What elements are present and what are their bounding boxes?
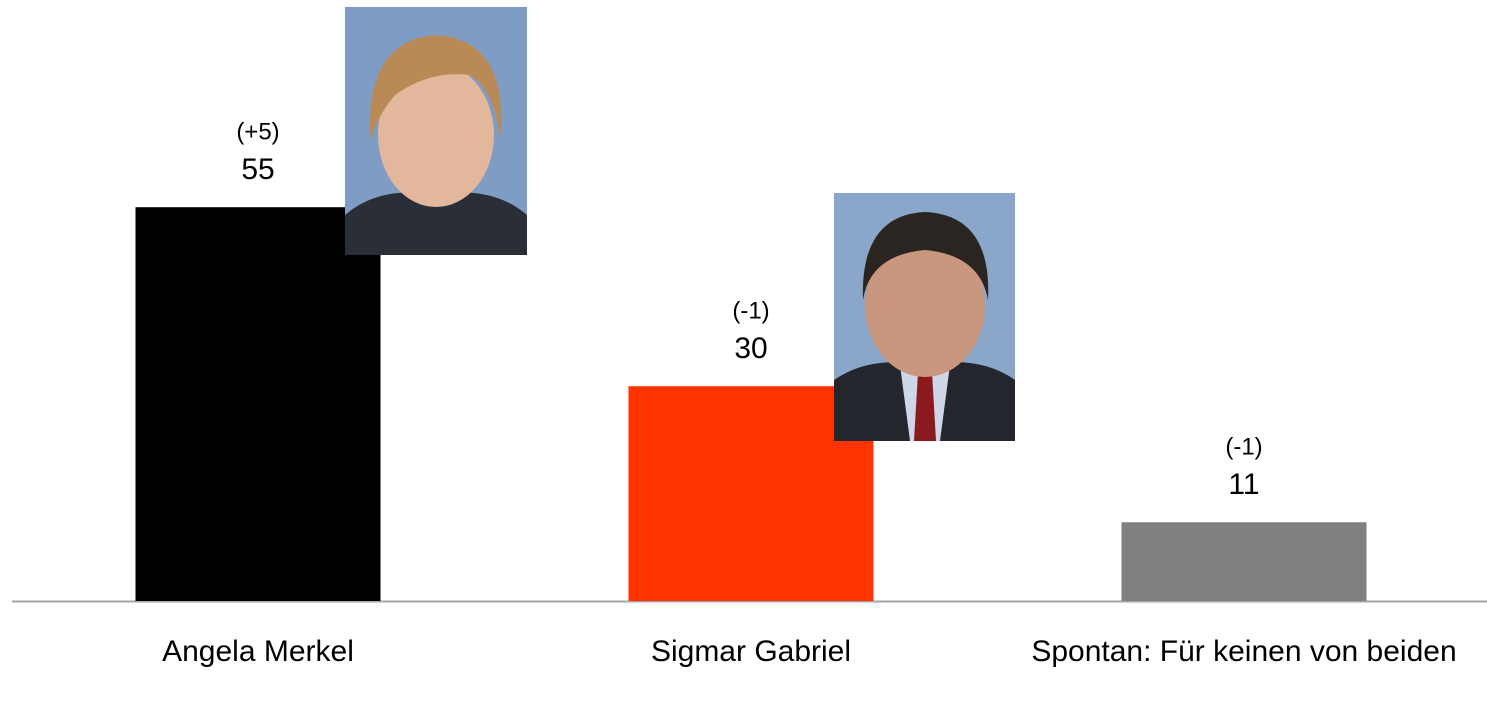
category-label: Spontan: Für keinen von beiden xyxy=(1031,635,1457,668)
category-label: Sigmar Gabriel xyxy=(650,635,852,668)
bar xyxy=(628,386,874,601)
bar xyxy=(135,207,381,601)
value-label: 11 xyxy=(1228,468,1259,501)
bar xyxy=(1121,522,1367,601)
value-label: 30 xyxy=(734,332,767,365)
change-label: (+5) xyxy=(236,119,279,146)
value-label: 55 xyxy=(241,153,274,186)
photo-merkel xyxy=(345,7,527,255)
photo-gabriel xyxy=(834,193,1015,441)
change-label: (-1) xyxy=(1225,434,1262,461)
change-label: (-1) xyxy=(732,298,769,325)
category-label: Angela Merkel xyxy=(162,635,354,668)
